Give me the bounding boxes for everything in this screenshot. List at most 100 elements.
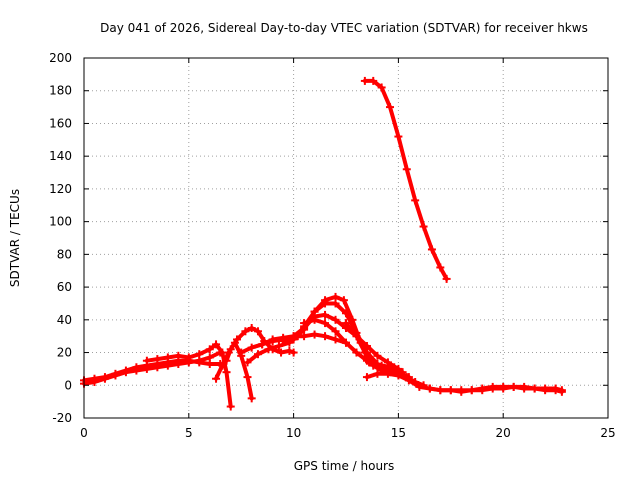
data-point [321,319,330,328]
data-point [222,356,231,365]
y-tick-label: 120 [49,182,72,196]
data-point [226,345,235,354]
data-point [163,361,172,370]
y-tick-label: 200 [49,51,72,65]
data-point [394,371,403,380]
y-tick-label: 180 [49,84,72,98]
plot-frame [83,57,609,419]
data-point [446,386,455,395]
data-point [411,196,420,205]
data-point [222,368,231,377]
data-point [205,353,214,362]
data-point [237,348,246,357]
data-point [195,350,204,359]
data-point [352,332,361,341]
data-series [80,76,566,411]
data-point [425,384,434,393]
data-point [402,165,411,174]
data-point [247,324,256,332]
data-point [541,384,550,393]
y-tick-label: 140 [49,149,72,163]
data-point [373,351,382,360]
data-point [478,384,487,393]
data-point [174,351,183,360]
data-point [394,132,403,141]
y-tick-label: 80 [57,247,72,261]
data-point [383,369,392,378]
data-point [369,76,378,85]
data-point [142,356,151,365]
data-point [509,382,518,391]
data-point [331,315,340,324]
data-point [142,364,151,373]
y-tick-label: 40 [57,313,72,327]
data-point [499,382,508,391]
data-point [427,245,436,254]
data-point [285,346,294,355]
data-point [163,353,172,362]
data-point [268,337,277,346]
y-tick-label: 100 [49,215,72,229]
data-point [373,369,382,378]
data-point [243,373,252,382]
data-point [279,337,288,346]
data-point [212,374,221,383]
data-point [184,353,193,362]
x-tick-label: 0 [80,426,88,440]
data-point [121,368,130,377]
data-point [100,374,109,383]
data-point [442,274,451,283]
data-point [404,376,413,385]
x-tick-label: 5 [185,426,193,440]
y-tick-label: 0 [64,378,72,392]
data-point [551,384,560,393]
data-point [153,355,162,364]
x-tick-label: 25 [600,426,615,440]
data-point [457,387,466,396]
data-point [419,222,428,231]
series-line-track-9 [281,312,401,371]
data-point [321,310,330,319]
data-point [212,340,221,349]
data-point [339,296,348,305]
data-point [289,348,298,357]
data-point [436,263,445,272]
data-point [520,382,529,391]
axes [83,57,609,419]
data-point [233,335,242,344]
tick-labels: 0 5 10 15 20 25 -20 0 20 40 60 80 100 120 140 160 180 200 [49,51,616,440]
data-point [331,292,340,301]
data-point [362,373,371,382]
data-point [258,340,267,349]
data-point [132,366,141,375]
data-point [111,371,120,380]
data-point [436,386,445,395]
chart-title: Day 041 of 2026, Sidereal Day-to-day VTE… [100,21,588,35]
y-axis-label: SDTVAR / TECUs [8,189,22,287]
data-point [377,83,386,92]
data-point [310,330,319,339]
data-point [153,363,162,372]
data-point [226,402,235,411]
data-point [218,361,227,370]
data-point [243,358,252,367]
data-point [386,103,395,112]
data-point [253,327,262,336]
data-point [342,319,350,328]
y-tick-label: -20 [52,411,72,425]
data-point [360,76,369,85]
data-point [321,332,330,341]
data-point [557,386,566,395]
data-point [289,332,298,341]
data-point [352,348,361,357]
data-point [369,361,378,370]
data-point [321,296,330,305]
data-point [331,335,340,344]
data-point [467,386,476,395]
data-point [360,348,369,357]
data-point [342,338,350,347]
data-point [331,327,340,336]
data-point [348,315,357,324]
data-point [174,360,183,368]
